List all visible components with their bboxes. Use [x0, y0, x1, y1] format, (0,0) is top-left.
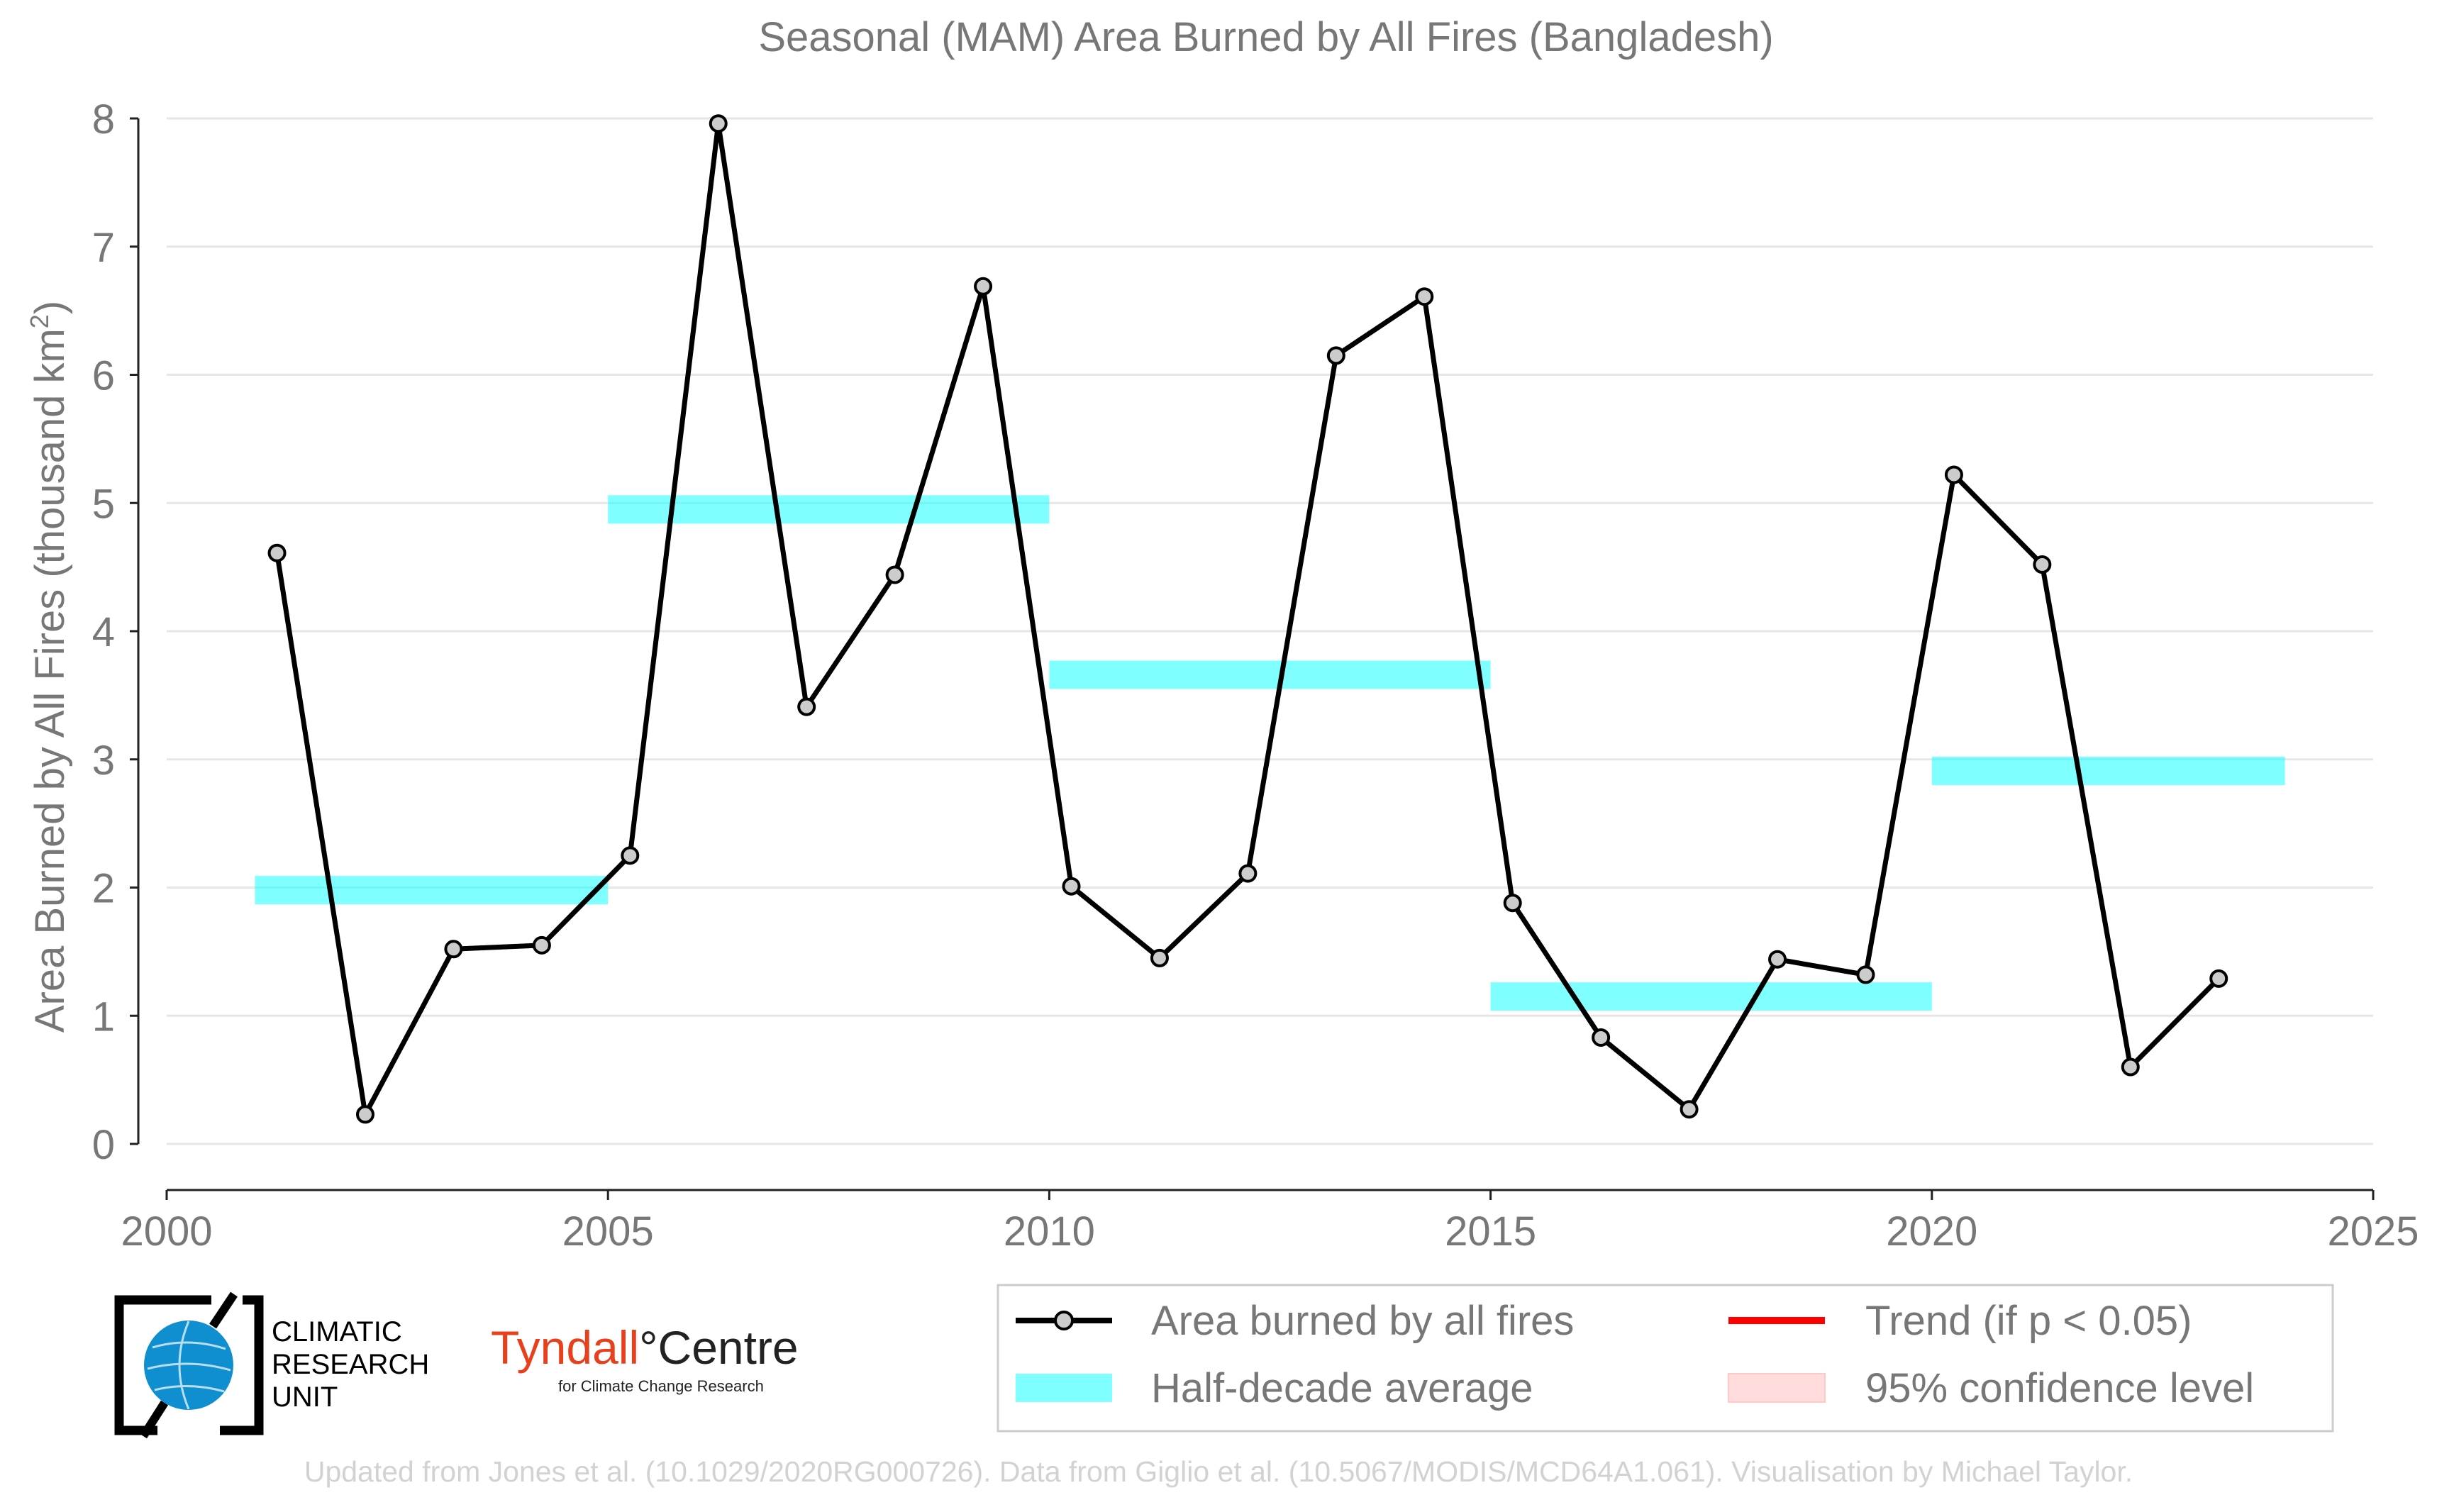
series-area-burned: [267, 114, 2228, 1124]
data-point-11: [1238, 864, 1258, 883]
cru-logo-frame: [114, 1295, 264, 1435]
legend-label-confidence: 95% confidence level: [1865, 1365, 2254, 1411]
data-point-12: [1326, 346, 1345, 365]
cru-logo: [114, 1291, 264, 1439]
data-point-19: [1944, 465, 1963, 484]
data-point-2: [444, 940, 463, 959]
data-point-15: [1592, 1028, 1611, 1047]
y-axis-label-main: Area Burned by All Fires (thousand km: [27, 328, 73, 1033]
y-axis-label: Area Burned by All Fires (thousand km2): [25, 301, 73, 1033]
tyndall-logo-name: Tyndall: [491, 1321, 640, 1374]
legend: Area burned by all fires Half-decade ave…: [997, 1284, 2334, 1433]
y-tick-label: 8: [92, 96, 115, 143]
y-tick-label: 4: [92, 609, 115, 655]
data-point-8: [974, 277, 993, 296]
x-tick-label: 2010: [1004, 1208, 1095, 1255]
y-axis-label-sup: 2: [25, 314, 54, 328]
half-decade-average-bars: [255, 495, 2285, 1011]
y-tick-label: 2: [92, 866, 115, 912]
cru-globe-lines: [147, 1321, 231, 1410]
data-point-9: [1062, 877, 1081, 896]
tyndall-logo: Tyndall°Centre: [491, 1321, 799, 1374]
tyndall-logo-subtitle: for Climate Change Research: [558, 1377, 764, 1395]
data-point-1: [355, 1105, 374, 1124]
data-point-18: [1856, 965, 1875, 984]
data-point-7: [885, 565, 904, 584]
data-point-17: [1768, 950, 1787, 969]
cru-logo-slash-top: [209, 1291, 238, 1329]
data-point-22: [2209, 969, 2228, 988]
cru-logo-text: CLIMATIC RESEARCH UNIT: [272, 1316, 429, 1413]
data-point-10: [1150, 948, 1169, 967]
data-point-0: [267, 543, 287, 562]
half-decade-average-bar-2: [1049, 660, 1491, 689]
legend-swatch-half-decade: [1016, 1374, 1112, 1402]
data-point-13: [1415, 287, 1434, 306]
data-point-5: [709, 114, 728, 133]
y-tick-label: 5: [92, 481, 115, 527]
x-tick-label: 2015: [1445, 1208, 1536, 1255]
y-tick-label: 6: [92, 353, 115, 399]
cru-logo-line-3: UNIT: [272, 1382, 338, 1413]
y-tick-label: 3: [92, 738, 115, 784]
data-point-14: [1503, 894, 1522, 913]
x-tick-label: 2000: [121, 1208, 212, 1255]
data-point-4: [621, 846, 640, 865]
legend-label-half-decade: Half-decade average: [1151, 1365, 1533, 1411]
x-tick-label: 2025: [2327, 1208, 2419, 1255]
y-axis-label-close: ): [27, 301, 73, 314]
legend-swatch-confidence: [1728, 1373, 1826, 1403]
data-point-21: [2121, 1057, 2140, 1077]
chart-title: Seasonal (MAM) Area Burned by All Fires …: [758, 14, 1773, 60]
legend-label-area-burned: Area burned by all fires: [1151, 1298, 1574, 1344]
footer-credits: Updated from Jones et al. (10.1029/2020R…: [304, 1455, 2133, 1488]
cru-logo-line-1: CLIMATIC: [272, 1316, 402, 1347]
half-decade-average-bar-0: [255, 876, 609, 905]
tyndall-logo-centre: Centre: [657, 1321, 799, 1374]
half-decade-average-bar-3: [1490, 982, 1932, 1011]
cru-logo-line-2: RESEARCH: [272, 1349, 430, 1380]
y-tick-label: 0: [92, 1122, 115, 1168]
tyndall-logo-degree: °: [639, 1321, 658, 1374]
x-tick-label: 2005: [562, 1208, 654, 1255]
grid-lines: [167, 117, 2373, 1145]
cru-globe-icon: [144, 1321, 233, 1410]
data-point-3: [532, 935, 551, 955]
legend-line-marker-point: [1054, 1311, 1074, 1330]
y-tick-label: 7: [92, 225, 115, 271]
legend-label-trend: Trend (if p < 0.05): [1865, 1298, 2192, 1344]
series-line: [274, 121, 2221, 1117]
half-decade-average-bar-1: [608, 495, 1050, 524]
cru-logo-slash-bottom: [139, 1400, 169, 1439]
y-ticks: 0 1 2 3 4 5 6 7 8: [92, 96, 138, 1168]
axes: [137, 118, 2373, 1191]
data-point-16: [1680, 1100, 1699, 1119]
data-point-20: [2033, 555, 2052, 574]
data-point-6: [797, 697, 816, 716]
y-tick-label: 1: [92, 994, 115, 1040]
legend-frame: [997, 1284, 2334, 1433]
half-decade-average-bar-4: [1931, 757, 2285, 786]
x-ticks: 2000 2005 2010 2015 2020 2025: [121, 1190, 2419, 1255]
x-tick-label: 2020: [1886, 1208, 1977, 1255]
